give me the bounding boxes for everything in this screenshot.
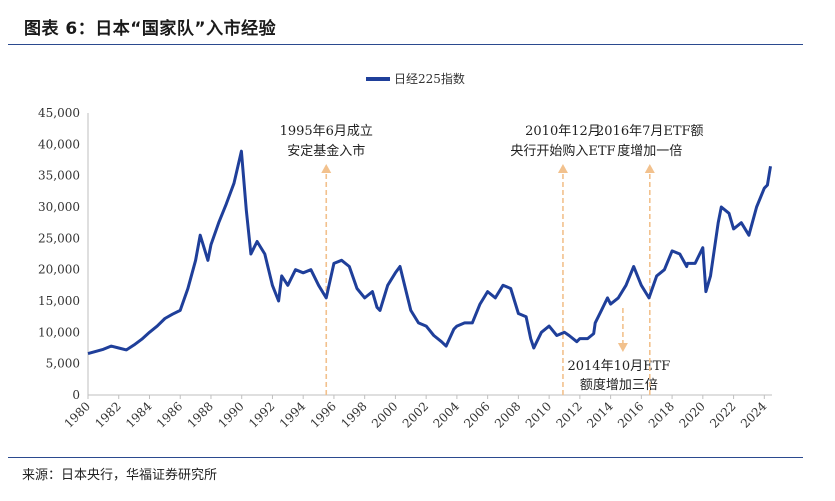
y-tick-label: 30,000 [38, 200, 80, 214]
annotation-arrowhead [557, 164, 568, 173]
x-tick-label: 2006 [461, 399, 492, 430]
y-tick-label: 40,000 [38, 137, 80, 151]
x-tick-label: 1984 [123, 399, 155, 431]
y-tick-label: 10,000 [38, 325, 80, 339]
y-tick-label: 25,000 [38, 231, 80, 245]
y-tick-label: 20,000 [38, 263, 80, 277]
top-rule [8, 44, 803, 45]
x-tick-label: 1980 [62, 399, 93, 430]
x-tick-label: 2000 [369, 399, 400, 430]
annotation-label: 央行开始购入ETF [510, 143, 615, 159]
annotation-arrowhead [321, 164, 332, 173]
x-tick-label: 2004 [431, 399, 463, 431]
x-tick-label: 2010 [523, 399, 554, 430]
x-tick-label: 1986 [154, 399, 185, 430]
x-tick-label: 2024 [738, 399, 770, 431]
annotation-label: 2016年7月ETF额 [596, 124, 704, 139]
x-tick-label: 2012 [553, 399, 584, 430]
x-tick-label: 1996 [308, 399, 339, 430]
y-tick-label: 5,000 [46, 357, 80, 371]
x-tick-label: 1982 [92, 399, 123, 430]
x-tick-label: 2018 [646, 399, 677, 430]
annotation-label: 额度增加三倍 [580, 377, 658, 393]
x-tick-label: 1998 [338, 399, 369, 430]
bottom-rule [8, 457, 803, 458]
y-tick-label: 45,000 [38, 106, 80, 120]
figure-title: 图表 6：日本“国家队”入市经验 [24, 19, 277, 39]
x-tick-label: 1990 [215, 399, 246, 430]
x-tick-label: 2002 [400, 399, 431, 430]
x-tick-label: 2014 [584, 399, 616, 431]
y-tick-label: 0 [72, 388, 80, 402]
legend-label: 日经225指数 [394, 71, 465, 86]
y-tick-label: 35,000 [38, 169, 80, 183]
annotation-arrowhead [617, 343, 628, 352]
x-tick-label: 1992 [246, 399, 277, 430]
x-tick-label: 2016 [615, 399, 646, 430]
annotation-label: 度增加一倍 [617, 143, 682, 159]
x-tick-label: 2020 [676, 399, 707, 430]
x-tick-label: 2022 [707, 399, 738, 430]
annotation-label: 安定基金入市 [287, 143, 365, 159]
annotation-label: 2014年10月ETF [567, 359, 670, 374]
y-tick-label: 15,000 [38, 294, 80, 308]
source-note: 来源：日本央行，华福证券研究所 [22, 468, 218, 483]
x-tick-label: 1988 [185, 399, 216, 430]
x-tick-label: 1994 [277, 399, 309, 431]
series-line [87, 149, 772, 356]
annotation-label: 2010年12月 [525, 124, 601, 139]
x-tick-label: 2008 [492, 399, 523, 430]
annotation-label: 1995年6月成立 [280, 124, 373, 139]
annotation-arrowhead [644, 164, 655, 173]
figure-header: 图表 6：日本“国家队”入市经验 [8, 6, 828, 46]
